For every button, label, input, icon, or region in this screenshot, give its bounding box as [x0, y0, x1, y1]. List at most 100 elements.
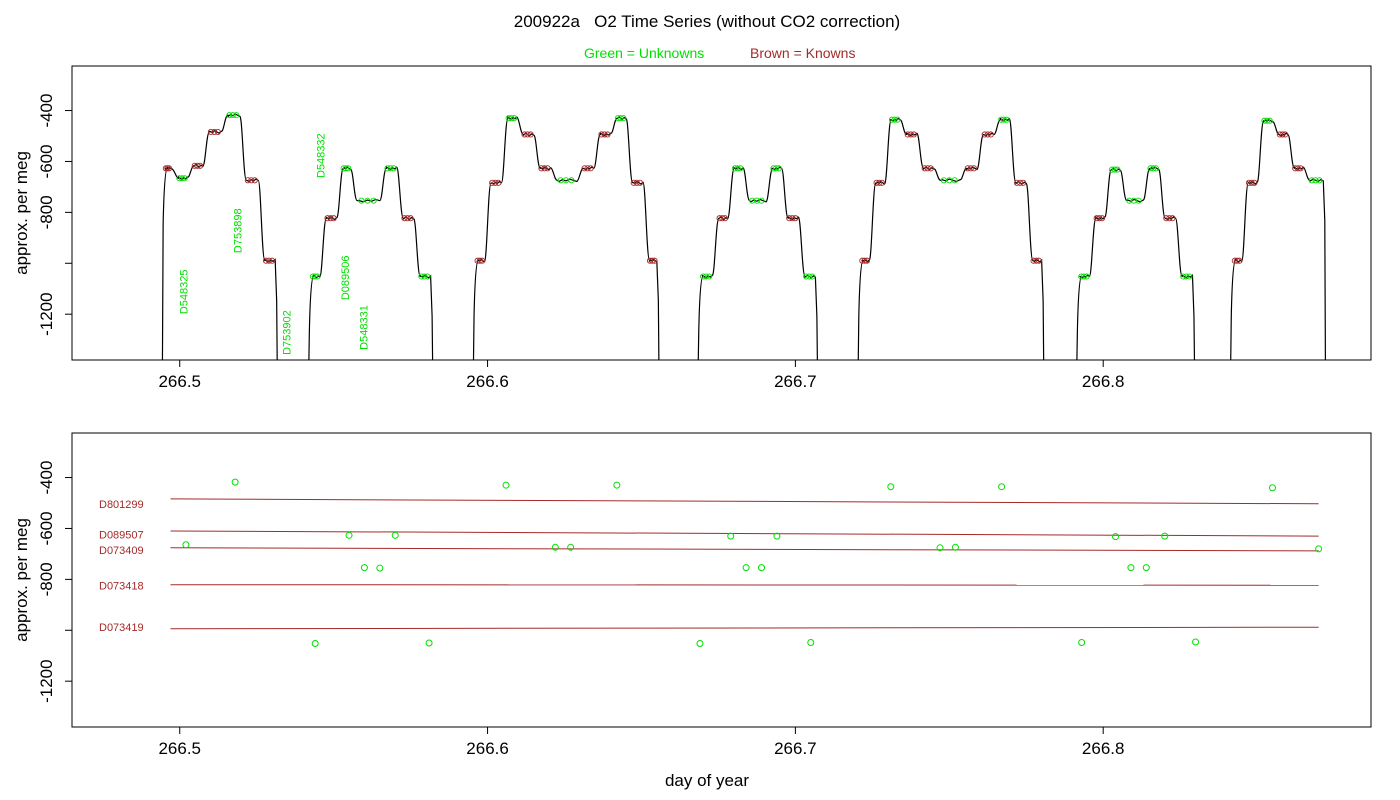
- unknown-sample-marker: [737, 165, 744, 172]
- unknown-point: [551, 543, 559, 551]
- sample-id-label: D753902: [282, 310, 294, 355]
- standard-name-label: D073418: [99, 580, 144, 592]
- standard-fit-line: [170, 584, 1319, 586]
- known-standard-marker: [474, 257, 481, 264]
- known-standard-marker: [521, 131, 528, 138]
- known-standard-marker: [524, 131, 531, 138]
- unknown-sample-marker: [418, 273, 425, 280]
- unknown-sample-marker: [1080, 273, 1088, 280]
- known-standard-marker: [646, 257, 653, 264]
- unknown-sample-marker: [390, 165, 397, 172]
- known-standard-marker: [921, 165, 928, 172]
- sample-id-label: D548332: [315, 133, 327, 178]
- unknown-sample-marker: [951, 177, 958, 184]
- known-standard-marker: [970, 165, 977, 172]
- known-standard-marker: [1169, 215, 1176, 222]
- unknown-point: [727, 532, 735, 540]
- unknown-sample-marker: [775, 165, 782, 172]
- known-standard-marker: [269, 257, 276, 264]
- known-standard-marker: [330, 215, 337, 222]
- known-standard-marker: [1035, 257, 1042, 264]
- known-standard-marker: [262, 257, 269, 264]
- known-standard-marker: [401, 215, 408, 222]
- sample-id-label: D753898: [232, 208, 244, 253]
- unknown-sample-marker: [1180, 273, 1187, 280]
- top-y-axis-label: approx. per meg: [12, 151, 31, 275]
- bottom-x-tick-label: 266.7: [774, 739, 817, 758]
- unknown-sample-marker: [809, 273, 816, 280]
- known-standard-marker: [1279, 131, 1286, 138]
- standard-fit-line: [170, 626, 1319, 630]
- unknown-point: [1112, 533, 1120, 541]
- known-standard-marker: [541, 165, 548, 172]
- known-standard-marker: [1234, 257, 1241, 264]
- standard-name-label: D073419: [99, 622, 144, 634]
- unknown-sample-marker: [803, 273, 810, 280]
- known-standard-marker: [876, 179, 883, 186]
- known-standard-marker: [649, 257, 656, 264]
- unknown-point: [742, 564, 750, 572]
- unknown-point: [1161, 532, 1169, 540]
- unknown-point: [1192, 638, 1200, 646]
- known-standard-marker: [786, 215, 793, 222]
- o2-trace-segment: [697, 166, 818, 360]
- unknown-sample-marker: [181, 175, 188, 182]
- top-x-tick-label: 266.7: [774, 372, 817, 391]
- known-standard-marker: [1248, 179, 1255, 186]
- unknown-point: [231, 478, 239, 486]
- unknown-sample-marker: [1312, 177, 1319, 184]
- o2-trace-segment: [308, 166, 434, 360]
- standard-fit-line: [170, 530, 1319, 537]
- known-standard-marker: [633, 179, 640, 186]
- unknown-sample-marker: [511, 115, 518, 122]
- unknown-sample-marker: [384, 165, 391, 172]
- unknown-point: [376, 564, 384, 572]
- unknown-point: [773, 532, 781, 540]
- unknown-sample-marker: [1316, 177, 1323, 184]
- known-standard-marker: [327, 215, 334, 222]
- known-standard-marker: [495, 179, 502, 186]
- unknown-sample-marker: [229, 112, 236, 119]
- unknown-point: [951, 543, 959, 551]
- unknown-point: [1078, 638, 1086, 646]
- known-standard-marker: [924, 165, 931, 172]
- sample-id-label: D089506: [340, 256, 352, 301]
- unknown-point: [311, 640, 319, 648]
- bottom-plot-frame: [71, 432, 1372, 728]
- known-standard-marker: [207, 128, 214, 135]
- known-standard-marker: [587, 165, 594, 172]
- unknown-sample-marker: [1130, 197, 1138, 204]
- known-standard-marker: [984, 131, 991, 138]
- known-standard-marker: [581, 165, 588, 172]
- unknown-point: [936, 544, 944, 552]
- known-standard-marker: [910, 131, 917, 138]
- unknown-sample-marker: [753, 197, 760, 204]
- known-standard-marker: [1096, 215, 1103, 222]
- known-standard-marker: [598, 131, 605, 138]
- unknown-sample-marker: [358, 197, 365, 204]
- unknown-sample-marker: [421, 273, 428, 280]
- o2-trace-segment: [161, 113, 278, 360]
- unknown-sample-marker: [703, 273, 710, 280]
- known-standard-marker: [544, 165, 551, 172]
- bottom-y-tick-label: -1200: [37, 659, 56, 702]
- known-standard-marker: [964, 165, 971, 172]
- unknown-sample-marker: [806, 273, 813, 280]
- known-standard-marker: [721, 215, 729, 222]
- unknown-sample-marker: [508, 115, 515, 122]
- page-title: 200922a O2 Time Series (without CO2 corr…: [513, 12, 901, 31]
- top-x-tick-label: 266.6: [466, 372, 509, 391]
- unknown-sample-marker: [1000, 116, 1007, 123]
- known-standard-marker: [1098, 215, 1106, 222]
- unknown-point: [360, 564, 368, 572]
- known-standard-marker: [492, 179, 499, 186]
- known-standard-marker: [601, 131, 608, 138]
- unknown-sample-marker: [1114, 166, 1121, 173]
- bottom-y-tick-label: -800: [37, 562, 56, 596]
- known-standard-marker: [636, 179, 643, 186]
- unknown-sample-marker: [699, 273, 707, 280]
- unknown-sample-marker: [1308, 177, 1315, 184]
- unknown-sample-marker: [620, 115, 627, 122]
- unknown-sample-marker: [1264, 117, 1271, 124]
- bottom-y-tick-label: -600: [37, 511, 56, 545]
